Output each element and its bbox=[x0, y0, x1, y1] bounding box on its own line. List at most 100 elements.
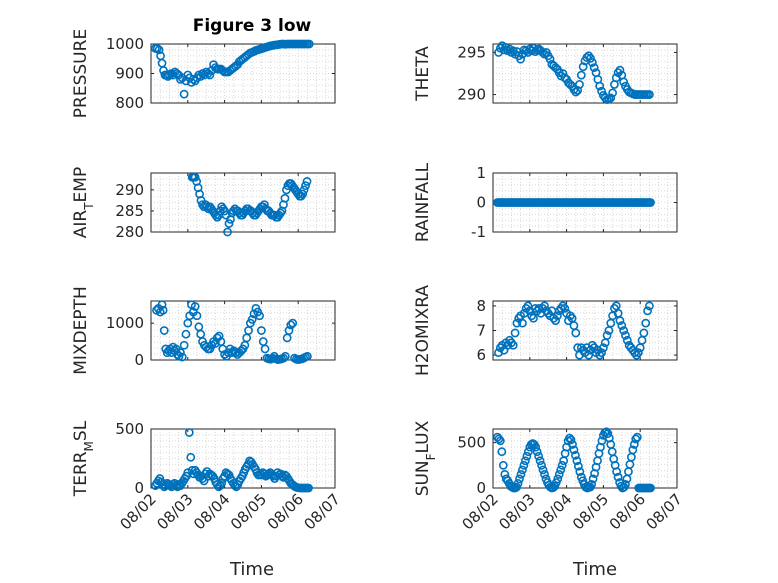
y-tick-label: 8 bbox=[476, 297, 486, 315]
data-point bbox=[522, 451, 532, 461]
data-point bbox=[572, 456, 582, 466]
data-point bbox=[629, 440, 639, 449]
subplot-h2omixra: 6 7 8 H2OMIXRA bbox=[413, 285, 678, 376]
y-tick-label: 500 bbox=[115, 420, 144, 438]
data-point bbox=[646, 483, 655, 493]
y-axis-label: TERRMSL bbox=[71, 420, 96, 497]
data-point bbox=[534, 451, 544, 461]
data-point bbox=[244, 326, 253, 335]
data-point bbox=[628, 445, 638, 455]
data-point bbox=[646, 198, 655, 207]
subplot-air-temp: 280 285 290 AIRTEMP bbox=[71, 167, 336, 241]
data-point bbox=[224, 219, 234, 228]
data-point bbox=[602, 331, 612, 340]
y-tick-label: 500 bbox=[457, 434, 486, 452]
x-tick-label: 08/03 bbox=[495, 490, 538, 533]
data-point bbox=[615, 65, 625, 75]
data-point bbox=[631, 434, 641, 444]
data-point bbox=[247, 315, 257, 324]
data-point bbox=[179, 89, 189, 99]
y-tick-label: 1000 bbox=[106, 314, 144, 332]
x-tick-label: 08/04 bbox=[190, 490, 233, 533]
x-tick-label: 08/07 bbox=[301, 490, 344, 533]
data-point bbox=[260, 344, 270, 354]
data-point bbox=[540, 301, 549, 311]
x-tick-label: 08/03 bbox=[153, 490, 196, 533]
data-point bbox=[205, 70, 215, 80]
data-point bbox=[258, 337, 268, 346]
data-point bbox=[597, 436, 607, 446]
data-point bbox=[619, 77, 629, 87]
data-point bbox=[286, 320, 296, 330]
data-point bbox=[280, 193, 290, 203]
y-axis-label: RAINFALL bbox=[413, 162, 433, 242]
data-point bbox=[621, 331, 630, 340]
data-point bbox=[194, 322, 204, 332]
grid-terr-msl bbox=[151, 429, 335, 488]
data-point bbox=[571, 450, 580, 460]
data-point bbox=[214, 331, 224, 341]
data-point bbox=[587, 58, 597, 67]
data-point bbox=[597, 348, 606, 358]
data-point bbox=[575, 80, 584, 89]
data-point bbox=[613, 472, 623, 482]
x-tick-label: 08/07 bbox=[643, 490, 686, 533]
data-point bbox=[231, 348, 241, 358]
data-point bbox=[545, 54, 555, 64]
y-axis-label: THETA bbox=[413, 46, 433, 102]
subplot-terr-msl: 050008/0208/0308/0408/0508/0608/07TERRMS… bbox=[71, 420, 344, 533]
data-point bbox=[288, 318, 298, 328]
data-point bbox=[551, 316, 560, 326]
data-point bbox=[560, 303, 570, 313]
data-point bbox=[223, 227, 232, 237]
data-point bbox=[553, 311, 562, 321]
data-point bbox=[176, 348, 185, 358]
data-point bbox=[575, 467, 585, 477]
y-tick-label: 285 bbox=[115, 202, 144, 220]
data-point bbox=[516, 469, 526, 479]
data-point bbox=[569, 445, 579, 455]
y-tick-label: -1 bbox=[471, 223, 486, 241]
data-point bbox=[571, 87, 581, 97]
data-point bbox=[192, 311, 202, 321]
data-point bbox=[573, 85, 583, 95]
data-point bbox=[513, 479, 523, 488]
y-axis-label: H2OMIXRA bbox=[413, 285, 433, 376]
data-point bbox=[531, 442, 541, 452]
x-tick-label: 08/06 bbox=[264, 490, 307, 533]
data-point bbox=[242, 333, 252, 343]
y-tick-label: 0 bbox=[134, 479, 144, 497]
data-point bbox=[537, 460, 546, 470]
data-point bbox=[157, 58, 167, 68]
series-h2omixra bbox=[494, 301, 654, 360]
series-mixdepth bbox=[152, 300, 312, 365]
y-tick-label: 0 bbox=[134, 351, 144, 369]
data-point bbox=[298, 189, 308, 199]
y-tick-label: 295 bbox=[457, 43, 486, 61]
data-point bbox=[158, 305, 168, 315]
data-point bbox=[186, 452, 196, 462]
data-point bbox=[304, 39, 314, 49]
data-point bbox=[615, 316, 625, 326]
data-point bbox=[177, 352, 187, 362]
data-point bbox=[523, 301, 533, 311]
data-point bbox=[645, 301, 654, 311]
axes-box bbox=[150, 428, 336, 489]
series-theta bbox=[494, 41, 654, 105]
data-point bbox=[179, 340, 189, 350]
data-point bbox=[256, 326, 266, 335]
data-point bbox=[210, 339, 220, 348]
y-tick-label: 6 bbox=[476, 346, 486, 364]
data-point bbox=[578, 62, 588, 72]
data-point bbox=[584, 350, 594, 360]
data-point bbox=[639, 328, 649, 338]
data-point bbox=[508, 340, 518, 350]
data-point bbox=[566, 435, 576, 445]
y-tick-label: 280 bbox=[115, 223, 144, 241]
y-tick-label: 800 bbox=[115, 94, 144, 112]
data-point bbox=[498, 460, 508, 470]
data-point bbox=[556, 465, 566, 475]
data-point bbox=[494, 434, 504, 444]
data-point bbox=[612, 467, 622, 477]
